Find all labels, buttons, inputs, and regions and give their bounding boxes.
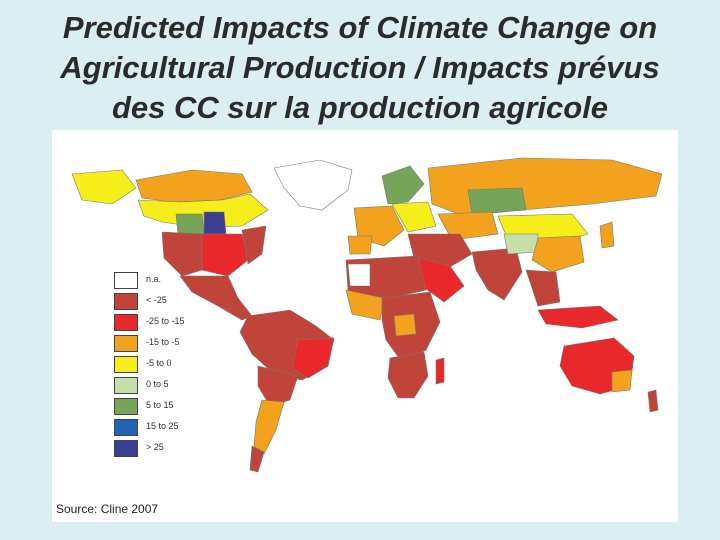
legend-item: 15 to 25 bbox=[114, 419, 214, 437]
title-line-2: Agricultural Production / Impacts prévus bbox=[60, 50, 660, 85]
region-greenland bbox=[273, 159, 353, 211]
region-new-zealand bbox=[647, 389, 659, 413]
region-usa-east bbox=[241, 225, 267, 265]
region-scandinavia bbox=[381, 165, 425, 205]
region-west-africa bbox=[345, 289, 385, 321]
source-citation: Source: Cline 2007 bbox=[56, 502, 159, 516]
legend-label: -15 to -5 bbox=[146, 337, 180, 347]
region-india bbox=[471, 247, 523, 301]
region-europe-central bbox=[391, 201, 437, 233]
legend-item: -5 to 0 bbox=[114, 356, 214, 374]
region-iberia bbox=[347, 235, 373, 255]
region-madagascar bbox=[435, 357, 445, 385]
world-map-panel: n.a. < -25 -25 to -15 -15 to -5 -5 to 0 … bbox=[52, 130, 678, 522]
legend-item: 5 to 15 bbox=[114, 398, 214, 416]
legend-label: -25 to -15 bbox=[146, 316, 185, 326]
world-map bbox=[71, 157, 663, 473]
legend-swatch bbox=[114, 293, 138, 310]
legend-swatch bbox=[114, 377, 138, 394]
legend-label: -5 to 0 bbox=[146, 358, 172, 368]
region-brazil-east bbox=[291, 337, 335, 379]
legend-label: n.a. bbox=[146, 274, 162, 284]
region-australia-se bbox=[611, 369, 633, 393]
region-canada-prairies bbox=[175, 213, 205, 235]
title-line-3: des CC sur la production agricole bbox=[111, 90, 609, 125]
region-russia bbox=[427, 157, 663, 217]
region-argentina bbox=[253, 399, 285, 455]
slide-title: Predicted Impacts of Climate Change on A… bbox=[20, 8, 700, 128]
region-china-west bbox=[503, 233, 539, 255]
region-southern-africa bbox=[387, 351, 429, 399]
region-canada-central bbox=[203, 211, 227, 235]
legend-item: n.a. bbox=[114, 272, 214, 290]
legend-swatch bbox=[114, 272, 138, 289]
legend-label: < -25 bbox=[146, 295, 167, 305]
region-japan bbox=[599, 221, 615, 249]
region-congo bbox=[393, 313, 417, 337]
legend-item: < -25 bbox=[114, 293, 214, 311]
legend-label: 0 to 5 bbox=[146, 379, 169, 389]
region-patagonia bbox=[249, 445, 265, 473]
legend-item: -25 to -15 bbox=[114, 314, 214, 332]
legend-swatch bbox=[114, 398, 138, 415]
legend-swatch bbox=[114, 335, 138, 352]
region-southeast-asia bbox=[525, 269, 561, 307]
region-russia-central bbox=[467, 187, 527, 215]
region-canada-north bbox=[135, 169, 253, 203]
legend-label: 5 to 15 bbox=[146, 400, 174, 410]
region-alaska bbox=[71, 169, 137, 205]
title-line-1: Predicted Impacts of Climate Change on bbox=[62, 10, 658, 45]
region-china-south bbox=[531, 235, 585, 273]
region-usa-west bbox=[161, 231, 203, 277]
region-sahara-white bbox=[347, 263, 371, 287]
region-canada-south bbox=[137, 193, 269, 229]
region-indonesia bbox=[537, 305, 619, 329]
legend-swatch bbox=[114, 419, 138, 436]
legend-swatch bbox=[114, 314, 138, 331]
legend-swatch bbox=[114, 356, 138, 373]
legend-swatch bbox=[114, 440, 138, 457]
legend-label: > 25 bbox=[146, 442, 164, 452]
region-usa-central bbox=[201, 233, 249, 277]
region-kazakhstan bbox=[437, 211, 499, 241]
legend-item: > 25 bbox=[114, 440, 214, 458]
legend-label: 15 to 25 bbox=[146, 421, 179, 431]
legend-item: 0 to 5 bbox=[114, 377, 214, 395]
legend-item: -15 to -5 bbox=[114, 335, 214, 353]
